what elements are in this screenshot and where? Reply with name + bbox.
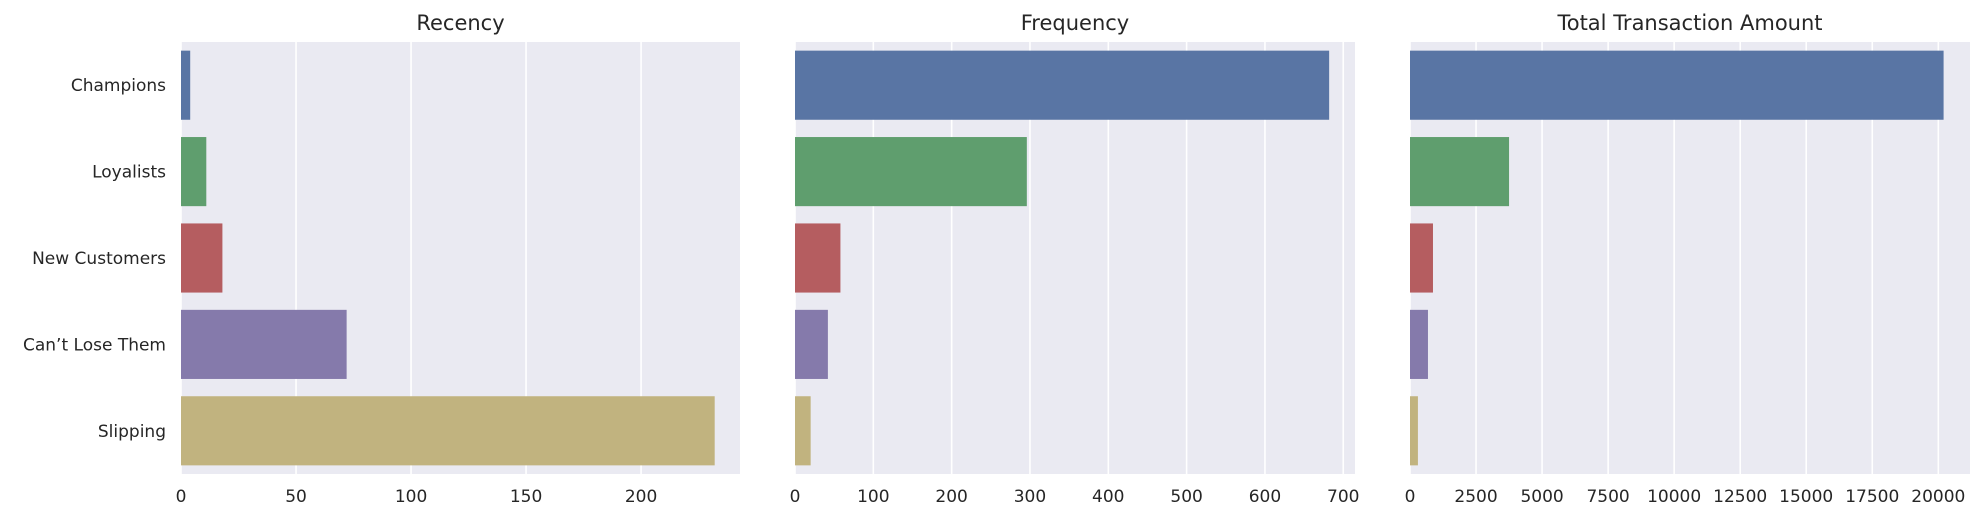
recency-bar-slipping (181, 396, 715, 466)
total-transaction-amount-x-tick-label: 12500 (1713, 487, 1767, 507)
recency-bars (181, 50, 715, 466)
frequency-x-tick-label: 600 (1249, 487, 1281, 507)
total-transaction-amount-panel: 0 2500 5000 7500 10000 12500 15000 17500 20000 T… (1405, 11, 1970, 507)
frequency-title: Frequency (1021, 11, 1130, 35)
total-transaction-amount-x-tick-label: 10000 (1647, 487, 1701, 507)
category-label-champions: Champions (71, 76, 166, 96)
total-transaction-amount-title: Total Transaction Amount (1556, 11, 1822, 35)
frequency-bars (795, 50, 1330, 466)
recency-bar-champions (181, 50, 191, 120)
recency-x-tick-label: 50 (285, 487, 307, 507)
frequency-x-tick-label: 100 (857, 487, 889, 507)
total-transaction-amount-x-tick-label: 17500 (1845, 487, 1899, 507)
total-transaction-amount-bar-can-t-lose-them (1410, 309, 1428, 379)
total-transaction-amount-bar-loyalists (1410, 137, 1510, 207)
recency-x-tick-label: 200 (625, 487, 657, 507)
total-transaction-amount-bars (1410, 50, 1944, 466)
total-transaction-amount-x-tick-label: 20000 (1911, 487, 1965, 507)
frequency-x-tick-label: 200 (935, 487, 967, 507)
recency-x-ticks: 0 50 100 150 200 (176, 487, 658, 507)
total-transaction-amount-x-tick-label: 7500 (1586, 487, 1629, 507)
frequency-x-tick-label: 700 (1327, 487, 1359, 507)
recency-bar-loyalists (181, 137, 207, 207)
total-transaction-amount-bar-new-customers (1410, 223, 1433, 293)
total-transaction-amount-x-ticks: 0 2500 5000 7500 10000 12500 15000 17500 20000 (1405, 487, 1966, 507)
frequency-x-tick-label: 400 (1092, 487, 1124, 507)
frequency-x-tick-label: 0 (790, 487, 801, 507)
recency-panel: 0 50 100 150 200 Champions Loyalists New Custo… (23, 11, 740, 507)
frequency-bar-loyalists (795, 137, 1027, 207)
category-label-new-customers: New Customers (32, 249, 166, 269)
recency-category-labels: Champions Loyalists New Customers Can’t Los… (23, 76, 166, 442)
frequency-bar-slipping (795, 396, 811, 466)
recency-x-tick-label: 0 (176, 487, 187, 507)
frequency-x-tick-label: 300 (1014, 487, 1046, 507)
frequency-bar-can-t-lose-them (795, 309, 828, 379)
frequency-bar-champions (795, 50, 1330, 120)
total-transaction-amount-x-tick-label: 0 (1405, 487, 1416, 507)
total-transaction-amount-bar-slipping (1410, 396, 1418, 466)
recency-bar-new-customers (181, 223, 223, 293)
recency-x-tick-label: 100 (395, 487, 427, 507)
category-label-slipping: Slipping (98, 422, 166, 442)
recency-bar-can-t-lose-them (181, 309, 347, 379)
total-transaction-amount-x-tick-label: 2500 (1454, 487, 1497, 507)
frequency-x-ticks: 0 100 200 300 400 500 600 700 (790, 487, 1360, 507)
frequency-x-tick-label: 500 (1170, 487, 1202, 507)
total-transaction-amount-x-tick-label: 15000 (1779, 487, 1833, 507)
total-transaction-amount-x-tick-label: 5000 (1520, 487, 1563, 507)
frequency-bar-new-customers (795, 223, 841, 293)
recency-title: Recency (416, 11, 504, 35)
total-transaction-amount-bar-champions (1410, 50, 1944, 120)
category-label-can-t-lose-them: Can’t Lose Them (23, 335, 166, 355)
frequency-panel: 0 100 200 300 400 500 600 700 Frequency (790, 11, 1360, 507)
recency-x-tick-label: 150 (510, 487, 542, 507)
category-label-loyalists: Loyalists (92, 163, 166, 183)
